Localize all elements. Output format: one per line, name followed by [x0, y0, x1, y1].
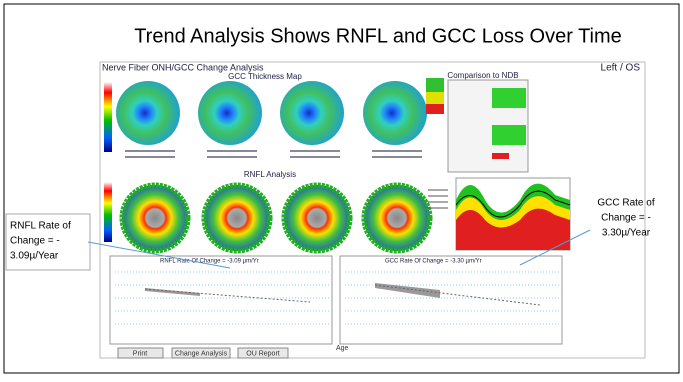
eye-label: Left / OS: [601, 63, 641, 74]
ndb-title: Comparison to NDB: [447, 71, 518, 80]
gcc-rate-header: GCC Rate Of Change = -3.30 µm/Yr: [385, 259, 482, 265]
annotation-line: 3.09µ/Year: [10, 251, 59, 262]
gcc-map-title: GCC Thickness Map: [228, 72, 302, 81]
x-axis-label: Age: [336, 345, 349, 352]
annotation-line: GCC Rate of: [597, 198, 654, 209]
annotation-line: Change = -: [601, 213, 651, 224]
annotation-line: 3.30µ/Year: [602, 228, 651, 239]
rnfl-title: RNFL Analysis: [244, 170, 296, 179]
slide-title: Trend Analysis Shows RNFL and GCC Loss O…: [134, 25, 622, 47]
button[interactable]: Print: [133, 350, 147, 357]
button[interactable]: OU Report: [246, 350, 280, 357]
rnfl-rate-header: RNFL Rate Of Change = -3.09 µm/Yr: [160, 259, 259, 265]
screen-title: Nerve Fiber ONH/GCC Change Analysis: [102, 62, 264, 72]
screenshot: Nerve Fiber ONH/GCC Change Analysis Left…: [100, 62, 645, 358]
annotation-line: RNFL Rate of: [10, 221, 71, 232]
annotation-line: Change = -: [10, 236, 60, 247]
slide: Trend Analysis Shows RNFL and GCC Loss O…: [0, 0, 683, 377]
button[interactable]: Change Analysis: [175, 350, 228, 357]
